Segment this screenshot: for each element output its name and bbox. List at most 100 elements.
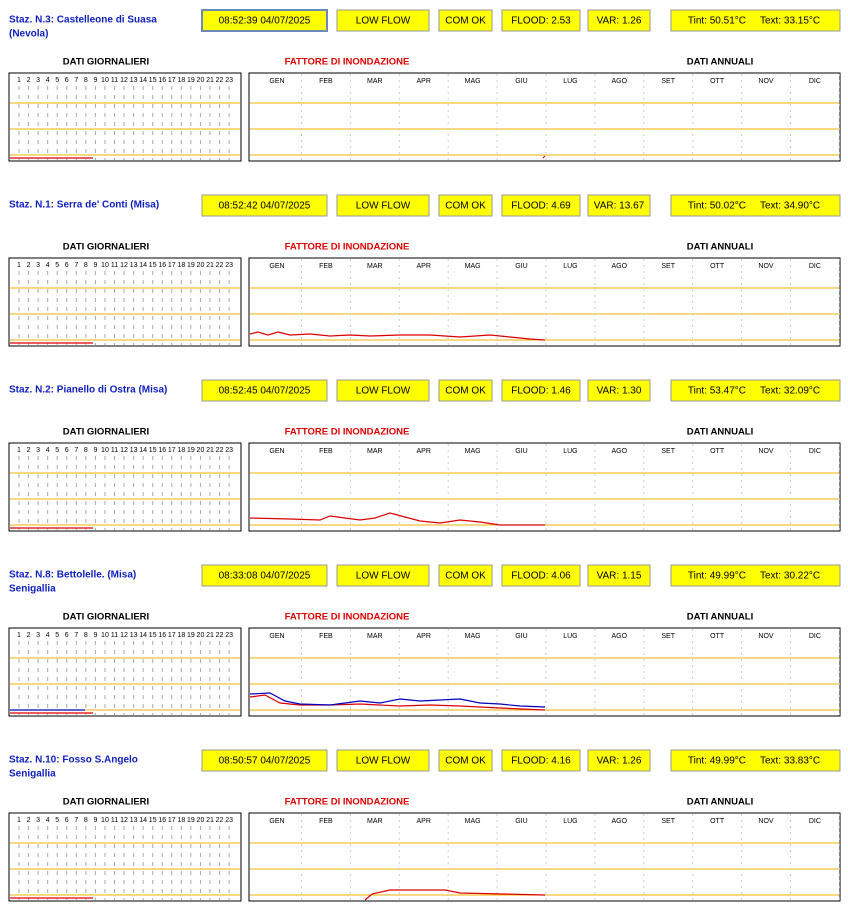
annual-chart — [248, 257, 841, 347]
hour-label: 13 — [130, 632, 138, 639]
temperature: Tint: 50.02°C — [688, 201, 746, 212]
month-label: OTT — [710, 263, 725, 270]
hour-label: 13 — [130, 262, 138, 269]
com-status: COM OK — [445, 16, 486, 27]
temperature-box — [670, 564, 841, 587]
hour-label: 1 — [17, 77, 21, 84]
month-label: GIU — [515, 263, 527, 270]
hour-label: 11 — [111, 817, 118, 824]
month-label: MAR — [367, 448, 383, 455]
section-heading: DATI GIORNALIERI — [63, 797, 149, 808]
station-name: Staz. N.10: Fosso S.Angelo — [9, 755, 138, 766]
flood-box — [501, 749, 581, 772]
hour-label: 14 — [139, 817, 147, 824]
month-label: GEN — [269, 818, 284, 825]
hour-label: 17 — [168, 632, 176, 639]
com-status-box — [438, 749, 493, 772]
month-label: LUG — [563, 263, 577, 270]
hour-label: 22 — [216, 262, 224, 269]
month-label: SET — [661, 78, 675, 85]
temperature: Text: 32.09°C — [760, 386, 820, 397]
section-heading: FATTORE DI INONDAZIONE — [285, 57, 410, 68]
hour-label: 9 — [93, 262, 97, 269]
flood: FLOOD: 4.16 — [511, 756, 571, 767]
status: LOW FLOW — [356, 571, 411, 582]
hour-label: 3 — [36, 262, 40, 269]
hour-label: 5 — [55, 632, 59, 639]
month-label: NOV — [758, 633, 774, 640]
month-label: MAG — [465, 78, 481, 85]
hour-label: 23 — [225, 262, 233, 269]
com-status-box — [438, 9, 493, 32]
timestamp-box — [201, 379, 328, 402]
flood-box — [501, 194, 581, 217]
hour-label: 20 — [197, 262, 205, 269]
station: Staz. N.3: Castelleone di Suasa (Nevola) 0… — [8, 9, 841, 162]
month-label: APR — [416, 633, 430, 640]
month-label: MAR — [367, 263, 383, 270]
temperature: Text: 33.83°C — [760, 756, 820, 767]
hour-label: 1 — [17, 262, 21, 269]
var: VAR: 1.15 — [597, 571, 642, 582]
section-heading: FATTORE DI INONDAZIONE — [285, 612, 410, 623]
month-label: GEN — [269, 633, 284, 640]
hour-label: 14 — [139, 77, 147, 84]
status: LOW FLOW — [356, 756, 411, 767]
hour-label: 8 — [84, 447, 88, 454]
hour-label: 19 — [187, 447, 195, 454]
temperature: Tint: 53.47°C — [688, 386, 746, 397]
hour-label: 21 — [206, 817, 214, 824]
hour-label: 21 — [206, 77, 214, 84]
hour-label: 16 — [158, 77, 166, 84]
daily-chart — [8, 812, 242, 902]
month-label: GIU — [515, 818, 527, 825]
hour-label: 7 — [74, 77, 78, 84]
month-label: OTT — [710, 818, 725, 825]
section-heading: DATI ANNUALI — [687, 57, 754, 68]
month-label: SET — [661, 448, 675, 455]
hour-label: 12 — [120, 817, 128, 824]
month-label: AGO — [612, 78, 628, 85]
month-label: LUG — [563, 818, 577, 825]
annual-trace — [249, 331, 546, 341]
hour-label: 13 — [130, 817, 138, 824]
flood-box — [501, 564, 581, 587]
hour-label: 15 — [149, 447, 157, 454]
hour-label: 16 — [158, 817, 166, 824]
annual-chart — [248, 627, 841, 717]
hour-label: 16 — [158, 447, 166, 454]
month-label: LUG — [563, 633, 577, 640]
status-box — [336, 194, 430, 217]
hour-label: 9 — [93, 817, 97, 824]
hour-label: 20 — [197, 632, 205, 639]
month-label: DIC — [809, 633, 821, 640]
hour-label: 15 — [149, 77, 157, 84]
timestamp-box — [201, 564, 328, 587]
temperature: Text: 33.15°C — [760, 16, 820, 27]
annual-chart — [248, 72, 841, 162]
month-label: FEB — [319, 818, 333, 825]
temperature: Tint: 50.51°C — [688, 16, 746, 27]
flood: FLOOD: 4.69 — [511, 201, 571, 212]
hour-label: 6 — [65, 77, 69, 84]
daily-chart — [8, 627, 242, 717]
hour-label: 6 — [65, 632, 69, 639]
hour-label: 7 — [74, 262, 78, 269]
hour-label: 18 — [177, 77, 185, 84]
hour-label: 4 — [46, 632, 50, 639]
month-label: DIC — [809, 448, 821, 455]
temperature: Tint: 49.99°C — [688, 571, 746, 582]
status-box — [336, 9, 430, 32]
hour-label: 4 — [46, 447, 50, 454]
hour-label: 17 — [168, 447, 176, 454]
month-label: GIU — [515, 78, 527, 85]
var-box — [587, 379, 651, 402]
station-name: Senigallia — [9, 584, 56, 595]
hour-label: 2 — [27, 447, 31, 454]
com-status: COM OK — [445, 571, 486, 582]
month-label: FEB — [319, 633, 333, 640]
status: LOW FLOW — [356, 386, 411, 397]
temperature-box — [670, 749, 841, 772]
annual-trace — [249, 692, 546, 708]
hour-label: 12 — [120, 77, 128, 84]
